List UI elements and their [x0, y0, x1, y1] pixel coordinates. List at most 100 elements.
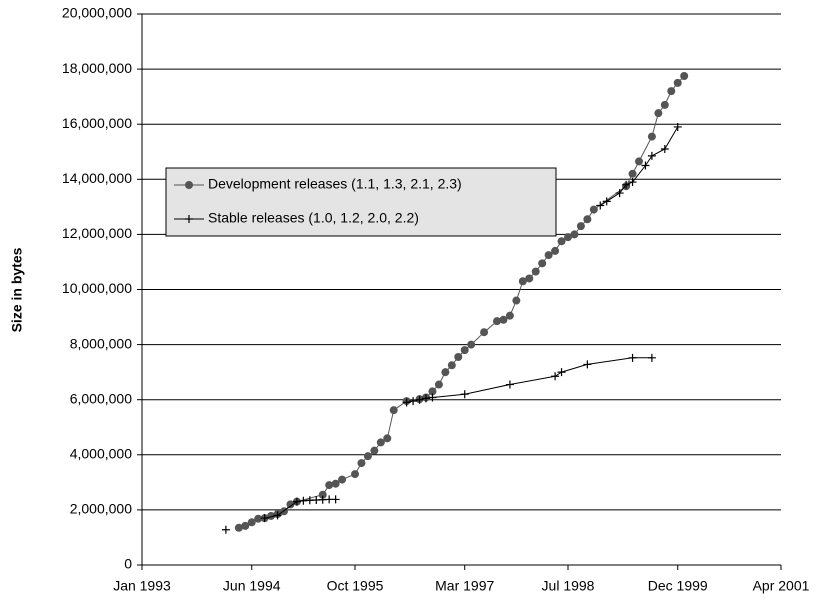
data-point [415, 395, 424, 404]
legend-label: Stable releases (1.0, 1.2, 2.0, 2.2) [208, 210, 419, 226]
y-tick-label: 10,000,000 [62, 280, 132, 296]
y-tick-label: 20,000,000 [62, 5, 132, 21]
data-point [557, 368, 566, 377]
data-point [602, 197, 611, 206]
data-point [292, 497, 301, 506]
data-point [635, 157, 643, 166]
data-point [654, 109, 663, 118]
data-point [286, 500, 295, 509]
data-point [480, 328, 489, 337]
data-point [538, 259, 547, 268]
x-tick-label: Oct 1995 [327, 578, 384, 594]
y-tick-label: 0 [124, 556, 132, 572]
data-point [525, 274, 534, 283]
data-point [428, 387, 437, 396]
data-point [325, 481, 334, 490]
data-point [460, 346, 469, 355]
data-point [647, 353, 656, 362]
data-point [467, 340, 476, 349]
legend-label: Development releases (1.1, 1.3, 2.1, 2.3… [208, 176, 462, 192]
legend-marker [185, 181, 193, 189]
data-point [447, 361, 456, 370]
data-point [544, 251, 553, 260]
data-point [564, 233, 572, 242]
x-tick-label: Apr 2001 [753, 578, 810, 594]
y-axis-label: Size in bytes [9, 247, 25, 332]
data-point [389, 406, 398, 415]
legend-box [165, 167, 557, 237]
y-tick-label: 8,000,000 [70, 335, 132, 351]
y-tick-label: 2,000,000 [70, 501, 132, 517]
legend-marker [185, 215, 193, 223]
data-point [628, 169, 637, 178]
data-point [273, 511, 282, 520]
data-point [428, 393, 437, 402]
data-point [260, 514, 269, 523]
x-tick-label: Jun 1994 [223, 578, 281, 594]
data-point [383, 434, 392, 443]
data-point [441, 368, 450, 377]
data-point [615, 189, 624, 198]
data-point [357, 459, 366, 468]
data-point [667, 87, 676, 96]
data-point [234, 523, 243, 532]
data-point [505, 380, 514, 389]
data-point [628, 353, 637, 362]
data-point [518, 277, 527, 286]
data-point [318, 490, 327, 499]
data-point [241, 521, 250, 530]
data-point [331, 479, 340, 488]
data-point [589, 205, 598, 214]
data-point [376, 438, 385, 447]
data-point [363, 452, 372, 461]
data-point [505, 311, 514, 320]
data-point [338, 475, 347, 484]
data-point [531, 267, 540, 276]
data-point [460, 390, 469, 399]
x-tick-label: Jul 1998 [542, 578, 595, 594]
data-point [499, 315, 508, 324]
y-tick-label: 14,000,000 [62, 170, 132, 186]
data-point [493, 317, 501, 326]
series-line [238, 75, 685, 529]
data-point [422, 394, 430, 403]
data-point [331, 495, 340, 504]
data-point [267, 511, 276, 520]
data-point [570, 230, 579, 239]
data-point [370, 446, 379, 455]
data-point [641, 161, 650, 170]
y-tick-label: 12,000,000 [62, 225, 132, 241]
data-point [557, 237, 566, 246]
data-point [660, 100, 669, 109]
data-point [512, 296, 521, 305]
x-tick-label: Jan 1993 [113, 578, 171, 594]
data-point [596, 201, 605, 210]
data-point [628, 178, 637, 187]
data-point [454, 352, 463, 361]
data-point [551, 246, 560, 255]
data-point [247, 518, 256, 527]
data-point [680, 71, 689, 80]
data-point [673, 78, 682, 87]
y-tick-label: 4,000,000 [70, 446, 132, 462]
y-tick-label: 6,000,000 [70, 390, 132, 406]
data-point [583, 215, 592, 224]
data-point [576, 222, 585, 231]
data-point [551, 372, 560, 381]
data-point [351, 470, 359, 479]
data-point [647, 151, 656, 160]
data-point [673, 122, 682, 131]
data-point [647, 132, 656, 141]
data-point [660, 144, 669, 153]
data-point [409, 397, 418, 406]
data-point [221, 525, 230, 534]
y-tick-label: 18,000,000 [62, 60, 132, 76]
data-point [583, 360, 592, 369]
data-point [254, 514, 263, 523]
data-point [622, 180, 631, 189]
y-tick-label: 16,000,000 [62, 115, 132, 131]
x-tick-label: Mar 1997 [435, 578, 494, 594]
data-point [402, 398, 411, 407]
data-point [434, 380, 443, 389]
